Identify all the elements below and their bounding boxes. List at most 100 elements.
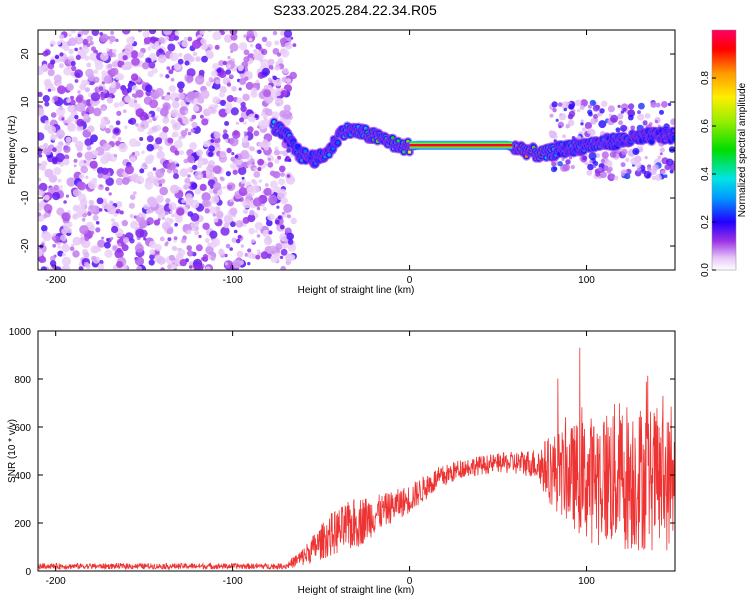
heatmap-noise-cell (123, 64, 127, 69)
heatmap-noise-cell (102, 89, 108, 94)
heatmap-noise-cell (200, 89, 210, 99)
heatmap-noise-cell (205, 81, 212, 87)
heatmap-noise-cell (149, 249, 156, 255)
chart-title: S233.2025.284.22.34.R05 (273, 2, 437, 18)
heatmap-noise-cell (81, 79, 88, 86)
heatmap-noise-cell (249, 146, 255, 152)
bottom-y-axis-label: SNR (10 * v/v) (7, 419, 18, 483)
heatmap-noise-cell (155, 115, 159, 119)
heatmap-noise-cell (624, 173, 631, 180)
heatmap-noise-cell (615, 127, 621, 133)
heatmap-noise-cell (282, 67, 289, 74)
heatmap-noise-cell (115, 201, 123, 208)
heatmap-noise-cell (655, 102, 661, 108)
heatmap-noise-cell (167, 237, 172, 242)
heatmap-noise-cell (47, 78, 51, 83)
heatmap-noise-cell (89, 160, 98, 169)
heatmap-noise-cell (70, 95, 74, 100)
heatmap-noise-cell (42, 232, 52, 242)
heatmap-ridge-cell (672, 129, 675, 133)
heatmap-noise-cell (242, 199, 252, 209)
heatmap-noise-cell (279, 224, 285, 230)
heatmap-noise-cell (657, 155, 662, 160)
heatmap-noise-cell (174, 222, 178, 227)
heatmap-noise-cell (190, 128, 195, 133)
heatmap-noise-cell (78, 208, 85, 215)
heatmap-noise-cell (174, 139, 183, 149)
heatmap-noise-cell (213, 217, 219, 223)
heatmap-noise-cell (214, 44, 220, 50)
heatmap-noise-cell (246, 185, 255, 194)
heatmap-noise-cell (122, 177, 130, 185)
heatmap-noise-cell (279, 255, 284, 260)
heatmap-noise-cell (635, 161, 642, 168)
heatmap-noise-cell (208, 145, 215, 152)
heatmap-noise-cell (63, 154, 70, 160)
heatmap-noise-cell (92, 214, 99, 221)
heatmap-noise-cell (565, 159, 571, 165)
heatmap-noise-cell (289, 254, 296, 261)
heatmap-noise-cell (53, 96, 59, 102)
heatmap-noise-cell (141, 150, 145, 154)
heatmap-noise-cell (179, 150, 185, 156)
heatmap-noise-cell (608, 166, 613, 172)
heatmap-ridge-cell (672, 136, 675, 141)
heatmap-noise-cell (607, 105, 615, 113)
heatmap-noise-cell (263, 187, 272, 196)
heatmap-noise-cell (101, 106, 106, 112)
heatmap-noise-cell (104, 249, 113, 258)
heatmap-noise-cell (191, 182, 198, 190)
heatmap-noise-cell (165, 198, 171, 204)
bot-y-tick-label: 600 (14, 423, 31, 434)
heatmap-noise-cell (53, 74, 62, 83)
heatmap-noise-cell (262, 139, 269, 146)
heatmap-noise-cell (38, 91, 43, 97)
heatmap-noise-cell (181, 199, 186, 204)
heatmap-noise-cell (263, 145, 270, 151)
heatmap-noise-cell (554, 135, 558, 139)
heatmap-noise-cell (250, 158, 255, 163)
heatmap-noise-cell (180, 130, 188, 137)
heatmap-noise-cell (599, 171, 607, 179)
heatmap-noise-cell (162, 126, 169, 133)
heatmap-noise-cell (184, 177, 191, 184)
heatmap-noise-cell (175, 252, 184, 261)
heatmap-noise-cell (83, 251, 90, 258)
heatmap-noise-cell (290, 217, 297, 225)
heatmap-noise-cell (130, 73, 139, 81)
heatmap-noise-cell (230, 163, 235, 169)
heatmap-layer (38, 30, 675, 270)
heatmap-noise-cell (230, 221, 236, 228)
heatmap-noise-cell (101, 167, 109, 175)
heatmap-noise-cell (50, 43, 54, 47)
heatmap-noise-cell (174, 97, 180, 102)
heatmap-noise-cell (177, 117, 182, 123)
heatmap-noise-cell (230, 50, 234, 54)
heatmap-noise-cell (111, 67, 119, 76)
heatmap-noise-cell (138, 212, 144, 218)
bot-y-tick-label: 200 (14, 519, 31, 530)
heatmap-noise-cell (237, 64, 244, 72)
heatmap-noise-cell (167, 264, 173, 270)
heatmap-noise-cell (596, 112, 601, 117)
heatmap-noise-cell (260, 251, 269, 260)
heatmap-noise-cell (670, 118, 675, 126)
heatmap-noise-cell (223, 129, 228, 134)
heatmap-noise-cell (101, 70, 107, 76)
heatmap-noise-cell (660, 170, 666, 175)
heatmap-noise-cell (184, 60, 190, 66)
heatmap-noise-cell (258, 179, 263, 183)
heatmap-noise-cell (74, 69, 83, 79)
heatmap-noise-cell (124, 165, 134, 175)
heatmap-noise-cell (280, 265, 286, 270)
heatmap-noise-cell (84, 151, 94, 161)
heatmap-noise-cell (168, 202, 177, 211)
heatmap-noise-cell (93, 76, 100, 84)
heatmap-noise-cell (197, 174, 203, 179)
heatmap-noise-cell (274, 146, 279, 151)
heatmap-noise-cell (174, 30, 180, 36)
heatmap-noise-cell (83, 113, 90, 120)
heatmap-noise-cell (632, 147, 640, 156)
heatmap-noise-cell (155, 168, 165, 178)
heatmap-noise-cell (164, 36, 170, 41)
